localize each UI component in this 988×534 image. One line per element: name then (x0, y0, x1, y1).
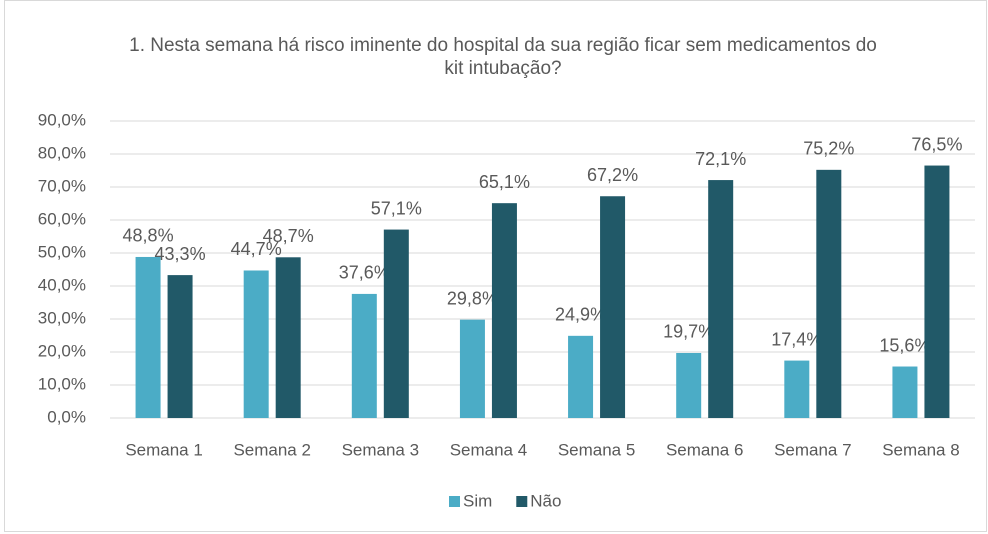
y-tick-label: 80,0% (38, 143, 86, 162)
x-tick-label: Semana 1 (125, 440, 203, 459)
x-tick-label: Semana 5 (558, 440, 636, 459)
data-label: 15,6% (879, 335, 930, 355)
bar (491, 203, 517, 418)
data-label: 43,3% (155, 244, 206, 264)
bar (924, 165, 950, 418)
data-label: 72,1% (695, 149, 746, 169)
x-tick-label: Semana 2 (233, 440, 311, 459)
bar (600, 196, 626, 418)
data-label: 65,1% (479, 172, 530, 192)
chart-title: 1. Nesta semana há risco iminente do hos… (129, 35, 877, 79)
x-tick-label: Semana 4 (450, 440, 528, 459)
bar (708, 180, 734, 418)
bar (243, 270, 269, 418)
y-tick-label: 90,0% (38, 110, 86, 129)
legend-swatch (449, 496, 460, 507)
data-label: 67,2% (587, 165, 638, 185)
data-label: 44,7% (231, 239, 282, 259)
y-tick-label: 30,0% (38, 308, 86, 327)
bar (784, 360, 810, 418)
bar (275, 257, 301, 418)
y-tick-label: 0,0% (47, 407, 86, 426)
data-label: 48,7% (263, 226, 314, 246)
data-label: 57,1% (371, 198, 422, 218)
data-label: 75,2% (803, 139, 854, 159)
chart-frame (4, 0, 987, 532)
bar (135, 256, 161, 418)
x-tick-label: Semana 7 (774, 440, 852, 459)
x-tick-label: Semana 3 (342, 440, 420, 459)
data-label: 29,8% (447, 288, 498, 308)
bar (676, 352, 702, 418)
y-tick-label: 50,0% (38, 242, 86, 261)
legend-label: Sim (463, 491, 492, 510)
y-tick-label: 10,0% (38, 374, 86, 393)
data-label: 37,6% (339, 263, 390, 283)
x-tick-label: Semana 6 (666, 440, 744, 459)
bar (383, 229, 409, 418)
legend-label: Não (530, 491, 561, 510)
x-tick-label: Semana 8 (882, 440, 960, 459)
y-tick-label: 70,0% (38, 176, 86, 195)
bar (459, 319, 485, 418)
data-label: 17,4% (771, 329, 822, 349)
bar (816, 169, 842, 418)
y-tick-label: 60,0% (38, 209, 86, 228)
data-label: 24,9% (555, 305, 606, 325)
bar (892, 366, 918, 418)
data-label: 19,7% (663, 322, 714, 342)
y-tick-label: 20,0% (38, 341, 86, 360)
data-label: 76,5% (911, 134, 962, 154)
legend-swatch (516, 496, 528, 507)
y-tick-label: 40,0% (38, 275, 86, 294)
bar (351, 293, 377, 418)
data-label: 48,8% (123, 226, 174, 246)
bar (167, 275, 193, 418)
bar (568, 335, 594, 418)
